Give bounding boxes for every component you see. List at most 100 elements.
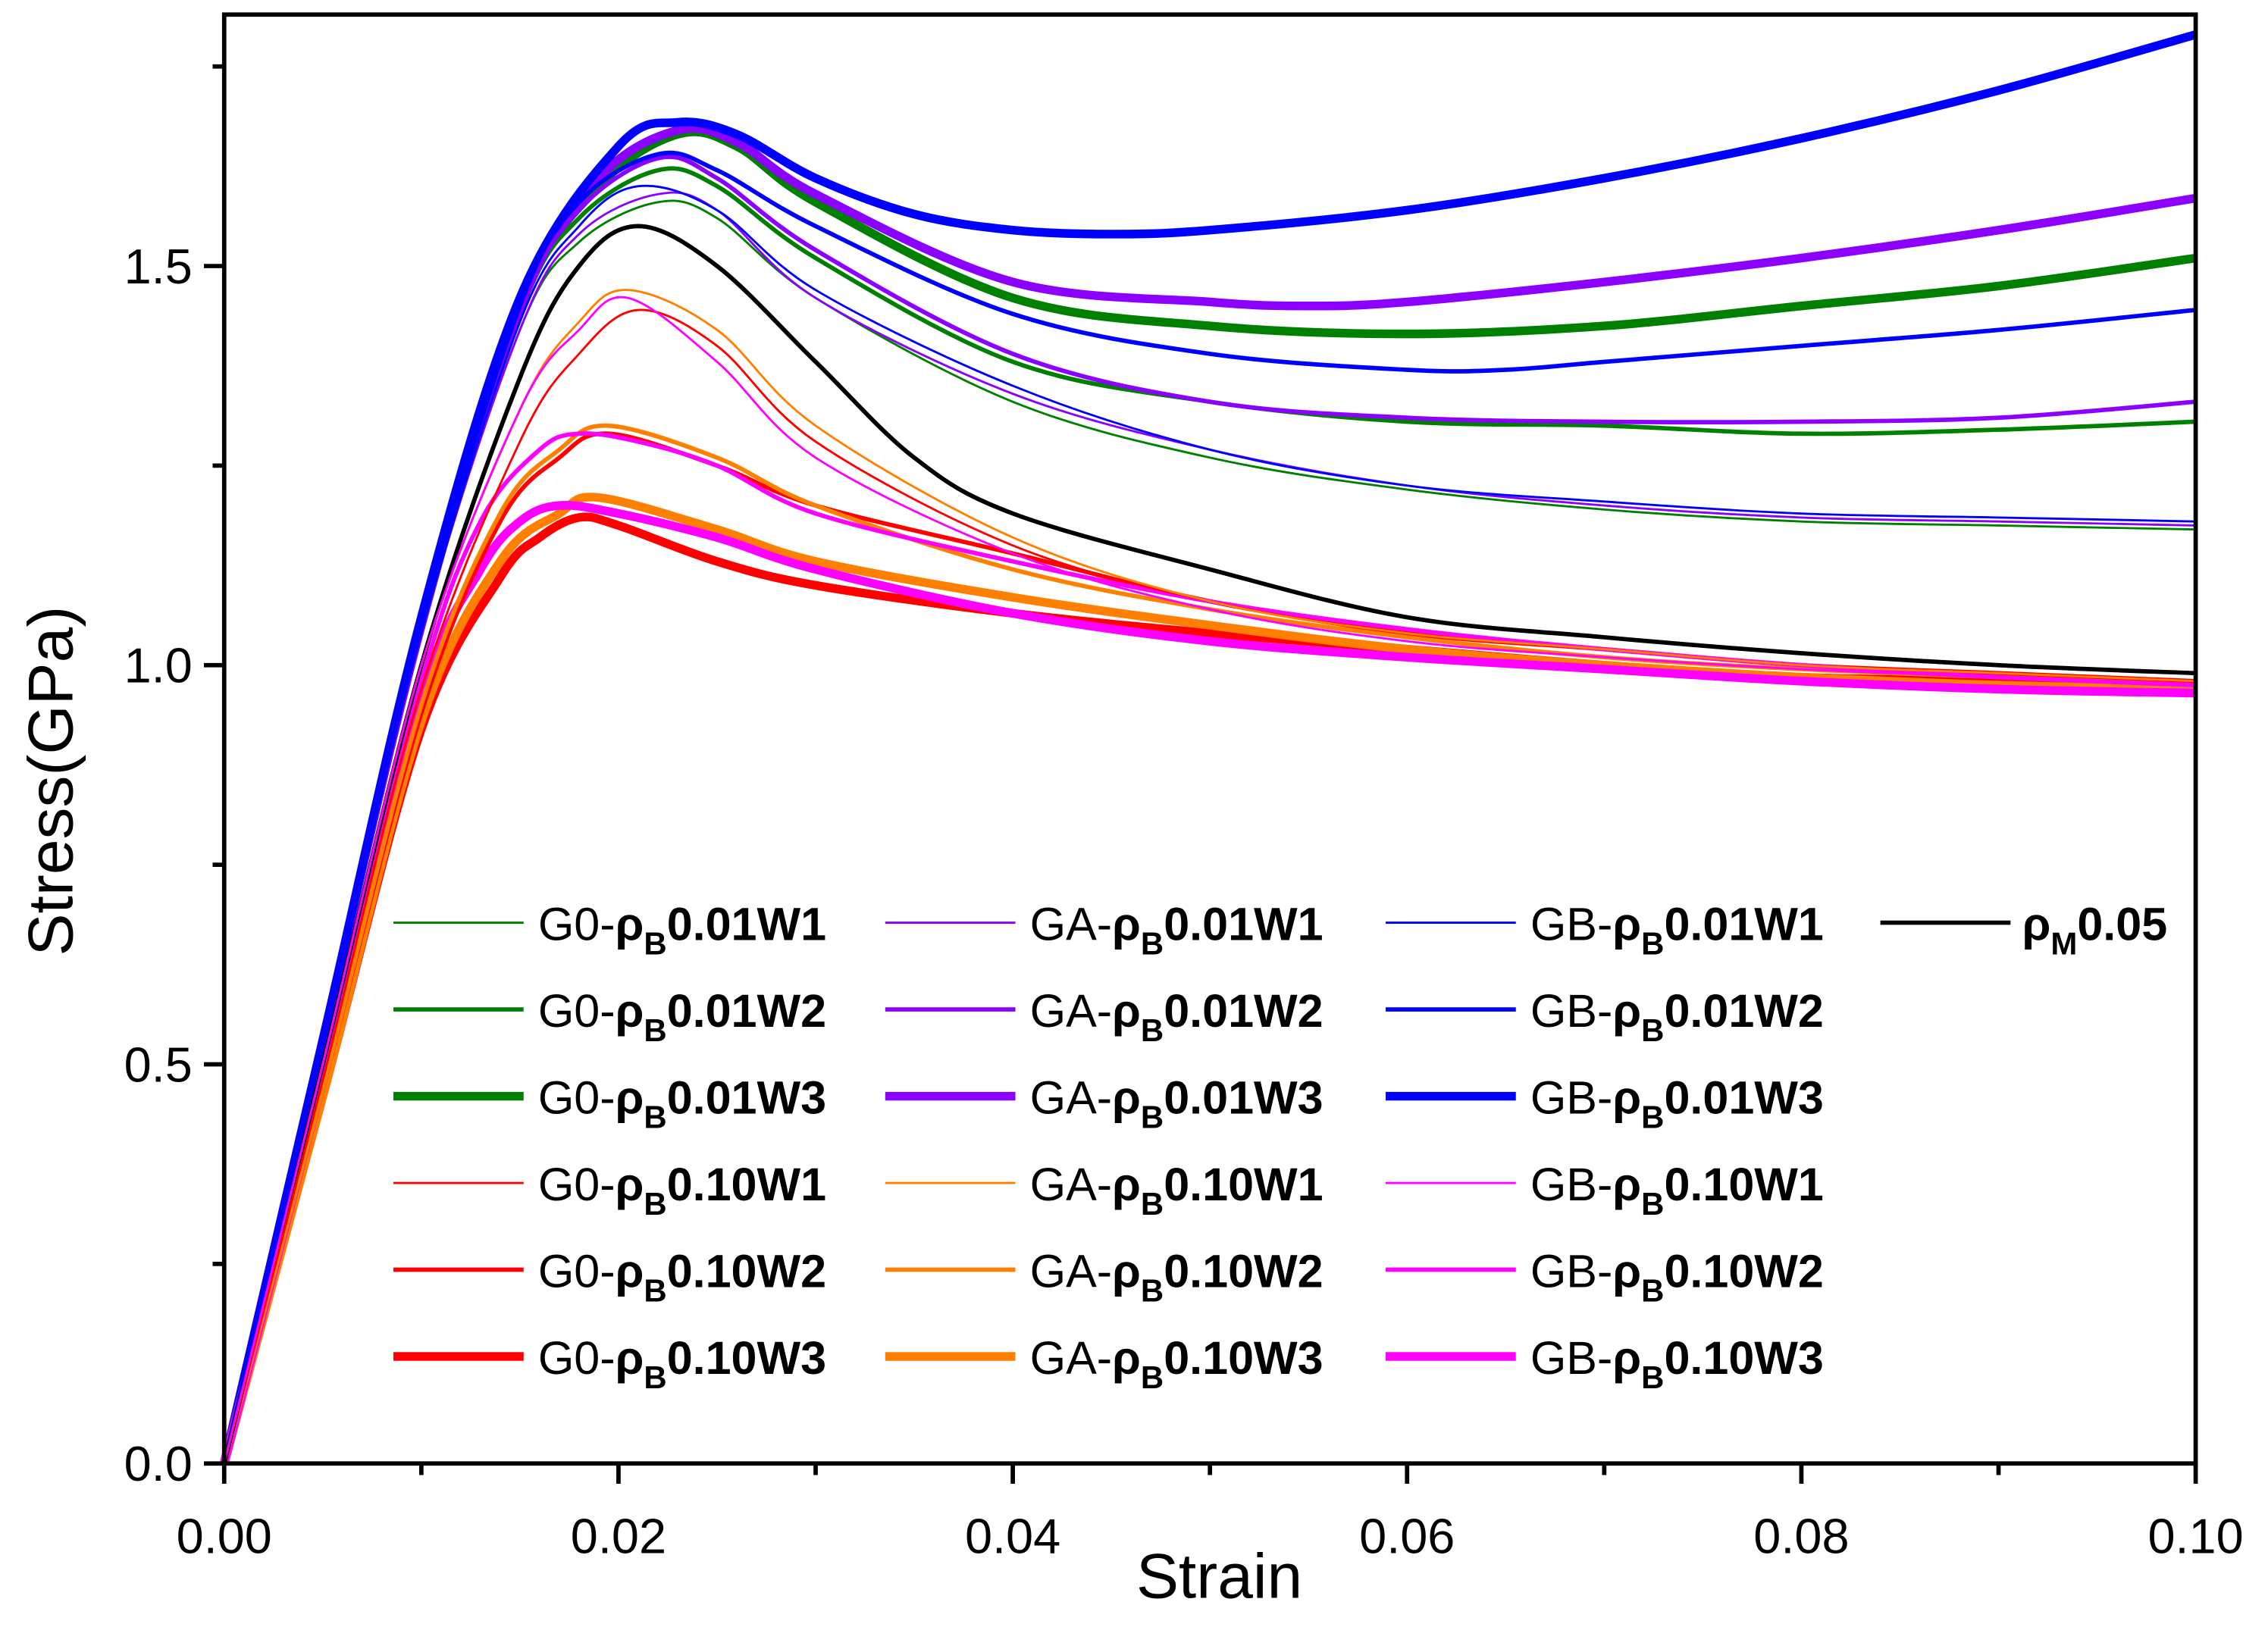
legend-item: G0-ρB0.10W1 [393, 1159, 826, 1222]
legend-label-part: ρ [1112, 1332, 1141, 1384]
legend-item: G0-ρB0.10W2 [393, 1245, 826, 1309]
legend-label: GA-ρB0.10W1 [1030, 1159, 1324, 1222]
legend-label-part: ρ [1612, 985, 1641, 1037]
legend-item: GB-ρB0.10W2 [1386, 1245, 1824, 1309]
legend-item: G0-ρB0.01W3 [393, 1072, 826, 1135]
legend-label-part: 0.01W3 [667, 1072, 826, 1123]
legend-label-part: G0- [538, 1245, 616, 1297]
legend-label-part: GA- [1030, 985, 1113, 1037]
legend-label-part: GB- [1530, 1159, 1613, 1210]
legend-label-part: B [1641, 1012, 1664, 1048]
legend-item: GB-ρB0.10W3 [1386, 1332, 1824, 1395]
legend-label-part: ρ [1112, 985, 1141, 1037]
x-tick-label: 0.08 [1753, 1509, 1849, 1564]
legend-item: GB-ρB0.10W1 [1386, 1159, 1824, 1222]
legend-label-part: B [1641, 926, 1664, 962]
legend-label: GA-ρB0.01W3 [1030, 1072, 1324, 1134]
y-tick-label: 1.5 [124, 239, 193, 294]
legend-label-part: ρ [616, 1072, 644, 1123]
series-lines [220, 30, 2198, 1465]
legend-label-part: 0.01W2 [1664, 985, 1823, 1037]
legend-item: ρM0.05 [1880, 898, 2167, 962]
y-axis-label: Stress(GPa) [14, 606, 86, 956]
legend-item: G0-ρB0.01W2 [393, 985, 826, 1048]
legend-label-part: G0- [538, 898, 616, 950]
legend-label-part: GA- [1030, 898, 1113, 950]
legend-label-part: B [1141, 1012, 1164, 1048]
legend-label-part: GA- [1030, 1245, 1113, 1297]
legend-label-part: ρ [616, 1332, 644, 1384]
legend-label-part: B [1641, 1100, 1664, 1135]
legend-item: G0-ρB0.01W1 [393, 898, 826, 962]
x-axis-label: Strain [1136, 1541, 1302, 1612]
legend-label-part: 0.01W2 [1164, 985, 1323, 1037]
legend-label-part: GB- [1530, 1072, 1613, 1123]
legend-item: GA-ρB0.01W3 [885, 1072, 1324, 1135]
legend-label-part: 0.01W2 [667, 985, 826, 1037]
legend-label-part: ρ [616, 1159, 644, 1210]
legend-label-part: ρ [1112, 1072, 1141, 1123]
legend-label-part: 0.10W1 [667, 1159, 826, 1210]
legend-label: G0-ρB0.10W3 [538, 1332, 826, 1395]
legend-label-part: B [644, 926, 666, 962]
legend-label-part: 0.01W3 [1164, 1072, 1323, 1123]
legend-label-part: ρ [616, 985, 644, 1037]
y-tick-label: 0.5 [124, 1037, 193, 1092]
legend-label: GA-ρB0.10W2 [1030, 1245, 1324, 1308]
legend-label: GB-ρB0.01W2 [1530, 985, 1824, 1048]
legend-label-part: ρ [1612, 1072, 1641, 1123]
legend-label-part: G0- [538, 1072, 616, 1123]
legend-label: G0-ρB0.01W3 [538, 1072, 826, 1134]
legend-label-part: B [644, 1100, 666, 1135]
legend-label: GA-ρB0.10W3 [1030, 1332, 1324, 1395]
legend-label: G0-ρB0.01W1 [538, 898, 826, 961]
legend-item: GA-ρB0.01W2 [885, 985, 1324, 1048]
legend-label-part: B [1641, 1186, 1664, 1222]
legend-label: GA-ρB0.01W2 [1030, 985, 1324, 1048]
legend-label: G0-ρB0.10W1 [538, 1159, 826, 1222]
legend-label-part: ρ [616, 898, 644, 950]
legend-label-part: ρ [1612, 1332, 1641, 1384]
legend-label-part: B [1141, 926, 1164, 962]
legend-label-part: B [1141, 1100, 1164, 1135]
legend-label-part: 0.01W1 [1664, 898, 1823, 950]
legend-label-part: B [644, 1012, 666, 1048]
x-tick-label: 0.02 [571, 1509, 666, 1564]
legend-label-part: 0.10W2 [1164, 1245, 1323, 1297]
legend-item: GB-ρB0.01W3 [1386, 1072, 1824, 1135]
legend-item: GB-ρB0.01W2 [1386, 985, 1824, 1048]
legend-label: G0-ρB0.10W2 [538, 1245, 826, 1308]
series-line-12 [223, 184, 2196, 1464]
legend-label-part: ρ [1112, 898, 1141, 950]
y-tick-label: 1.0 [124, 638, 193, 693]
legend-label-part: B [1141, 1186, 1164, 1222]
legend-label-part: GA- [1030, 1159, 1113, 1210]
legend-label-part: 0.01W3 [1664, 1072, 1823, 1123]
legend-label-part: 0.10W1 [1164, 1159, 1323, 1210]
legend-label-part: GA- [1030, 1072, 1113, 1123]
legend-item: GA-ρB0.10W3 [885, 1332, 1324, 1395]
x-tick-label: 0.06 [1359, 1509, 1455, 1564]
legend-label-part: 0.10W2 [667, 1245, 826, 1297]
legend-label-part: GA- [1030, 1332, 1113, 1384]
legend-label-part: G0- [538, 1332, 616, 1384]
legend-label: GB-ρB0.10W3 [1530, 1332, 1824, 1395]
series-line-13 [221, 150, 2196, 1464]
legend-item: GB-ρB0.01W1 [1386, 898, 1824, 962]
legend-label-part: GB- [1530, 1245, 1613, 1297]
legend-label-part: GB- [1530, 898, 1613, 950]
x-tick-label: 0.00 [177, 1509, 272, 1564]
legend-item: G0-ρB0.10W3 [393, 1332, 826, 1395]
legend-label-part: 0.01W1 [1164, 898, 1323, 950]
legend-label-part: 0.10W3 [667, 1332, 826, 1384]
axes: 0.00 0.02 0.04 0.06 0.08 0.10 0.0 0.5 1.0 1.5 [124, 12, 2244, 1564]
legend-label-part: 0.01W1 [667, 898, 826, 950]
legend-label-part: B [644, 1186, 666, 1222]
legend-label-part: 0.05 [2077, 898, 2167, 950]
legend-label-part: 0.10W1 [1664, 1159, 1823, 1210]
legend-label-part: ρ [2022, 898, 2051, 950]
legend-label-part: ρ [1112, 1245, 1141, 1297]
legend-label-part: ρ [1612, 1159, 1641, 1210]
legend-label: GB-ρB0.01W3 [1530, 1072, 1824, 1134]
